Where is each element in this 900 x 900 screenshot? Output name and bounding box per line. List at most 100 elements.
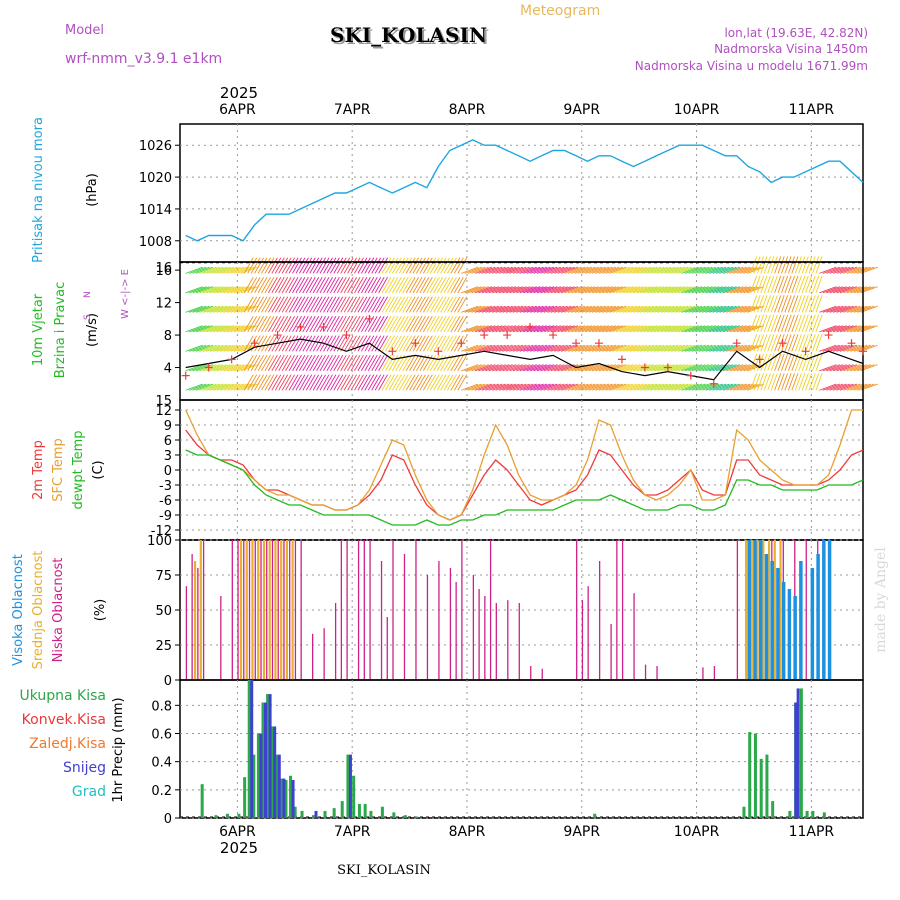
wind-barb [374,277,385,294]
wind-barb [533,383,551,391]
wind-barb [826,266,844,274]
wind-barb [805,353,813,371]
wind-barb [715,325,734,333]
temp-ytick-label: 6 [164,434,172,449]
wind-barb [709,266,727,274]
wind-barb [278,277,289,294]
cloud-bar [266,540,268,680]
cloud-bar [576,540,578,680]
wind-barb [698,266,716,274]
wind-barb [598,266,617,274]
cloud-bar [243,540,245,680]
wind-gust-marker [640,363,649,372]
precip-legend-item: Snijeg [63,760,106,776]
wind-barb [474,344,493,352]
wind-gust-marker [365,314,374,323]
wind-barb [560,383,579,391]
wind-barb [305,315,316,333]
wind-barb [794,314,802,332]
wind-barb [474,266,493,274]
pressure-frame [179,123,864,263]
wind-barb [633,383,651,391]
wind-barb [640,325,658,333]
wind-compass-s: S [83,314,93,320]
wind-barb [453,315,464,333]
wind-barb [581,364,599,372]
wind-barb [719,305,737,313]
wind-barb [678,344,696,352]
wind-barb [798,275,806,294]
wind-barb [622,325,641,333]
wind-barb [464,266,482,274]
wind-barb [671,266,689,274]
wind-barb [488,305,506,313]
wind-barb [267,374,278,391]
wind-barb [343,374,354,391]
wind-barb [750,353,758,371]
wind-barb [391,315,402,333]
wind-barb [329,315,340,333]
wind-barb [557,325,575,333]
wind-barb [540,266,558,274]
wind-barb [495,286,513,294]
wind-barb [702,344,720,352]
wind-barb [185,266,203,274]
meteogram-label: Meteogram [520,3,600,19]
wind-barb [433,257,444,274]
precip-bar [771,801,775,818]
wind-barb [567,305,586,313]
wind-barb [447,257,457,274]
wind-barb [223,305,241,313]
wind-barb [636,305,654,313]
cloud-bar [736,540,739,680]
cloud-bar [747,540,751,680]
wind-barb [722,286,741,294]
wind-barb [485,364,503,372]
wind-barb [791,275,799,294]
wind-barb [422,257,433,274]
wind-barb [598,344,617,352]
wind-barb [740,383,758,391]
wind-barb [416,315,426,333]
wind-barb [609,286,627,294]
wind-barb [536,286,555,294]
wind-barb [736,305,754,313]
wind-barb [250,354,261,372]
wind-barb [578,266,596,274]
wind-barb [777,314,785,332]
wind-barb [199,383,217,391]
wind-barb [422,296,433,313]
wind-barb [405,315,416,333]
wind-barb [839,383,858,391]
wind-barb [450,354,461,372]
wind-barb [343,257,354,274]
top-day-label: 7APR [334,102,371,118]
wind-barb [684,325,703,333]
wind-barb [292,374,302,391]
wind-barb [705,266,723,274]
wind-gust-marker [204,363,213,372]
wind-barb [698,344,716,352]
wind-barb [467,325,486,333]
precip-legend-item: Grad [72,784,106,800]
wind-barb [247,257,258,274]
wind-barb [450,374,461,391]
wind-barb [319,277,330,294]
wind-barb [715,383,734,391]
cloud-ytick-label: 75 [155,569,172,584]
wind-barb [808,295,816,313]
wind-gust-marker [755,355,764,364]
wind-barb [826,325,844,333]
wind-barb [481,305,499,313]
wind-barb [653,305,672,313]
wind-barb [381,374,392,391]
wind-barb [729,383,747,391]
wind-barb [554,325,572,333]
wind-barb [285,296,295,313]
wind-barb [760,373,768,391]
wind-barb [509,344,527,352]
wind-barb [292,354,302,372]
wind-barb [715,286,734,294]
wind-barb [815,256,823,274]
